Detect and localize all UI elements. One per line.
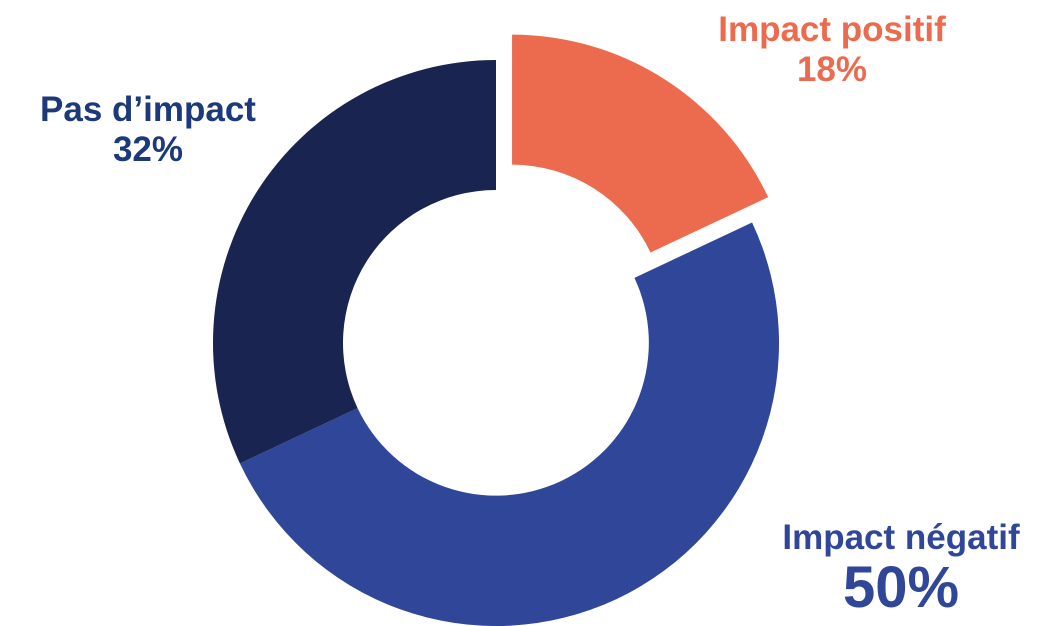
slice-pas-d-impact <box>212 60 496 464</box>
label-pas-d-impact: Pas d’impact 32% <box>8 90 288 171</box>
label-impact-negatif-name: Impact négatif <box>782 518 1020 557</box>
label-impact-positif-value: 18% <box>796 50 868 90</box>
slice-impact-positif <box>512 34 769 253</box>
slice-impact-negatif <box>239 222 780 626</box>
label-impact-negatif: Impact négatif 50% <box>745 518 1057 619</box>
label-impact-negatif-value: 50% <box>842 555 960 621</box>
label-impact-positif-name: Impact positif <box>718 10 946 49</box>
label-pas-d-impact-value: 32% <box>112 130 184 170</box>
label-impact-positif: Impact positif 18% <box>692 10 972 91</box>
label-pas-d-impact-name: Pas d’impact <box>40 90 256 129</box>
